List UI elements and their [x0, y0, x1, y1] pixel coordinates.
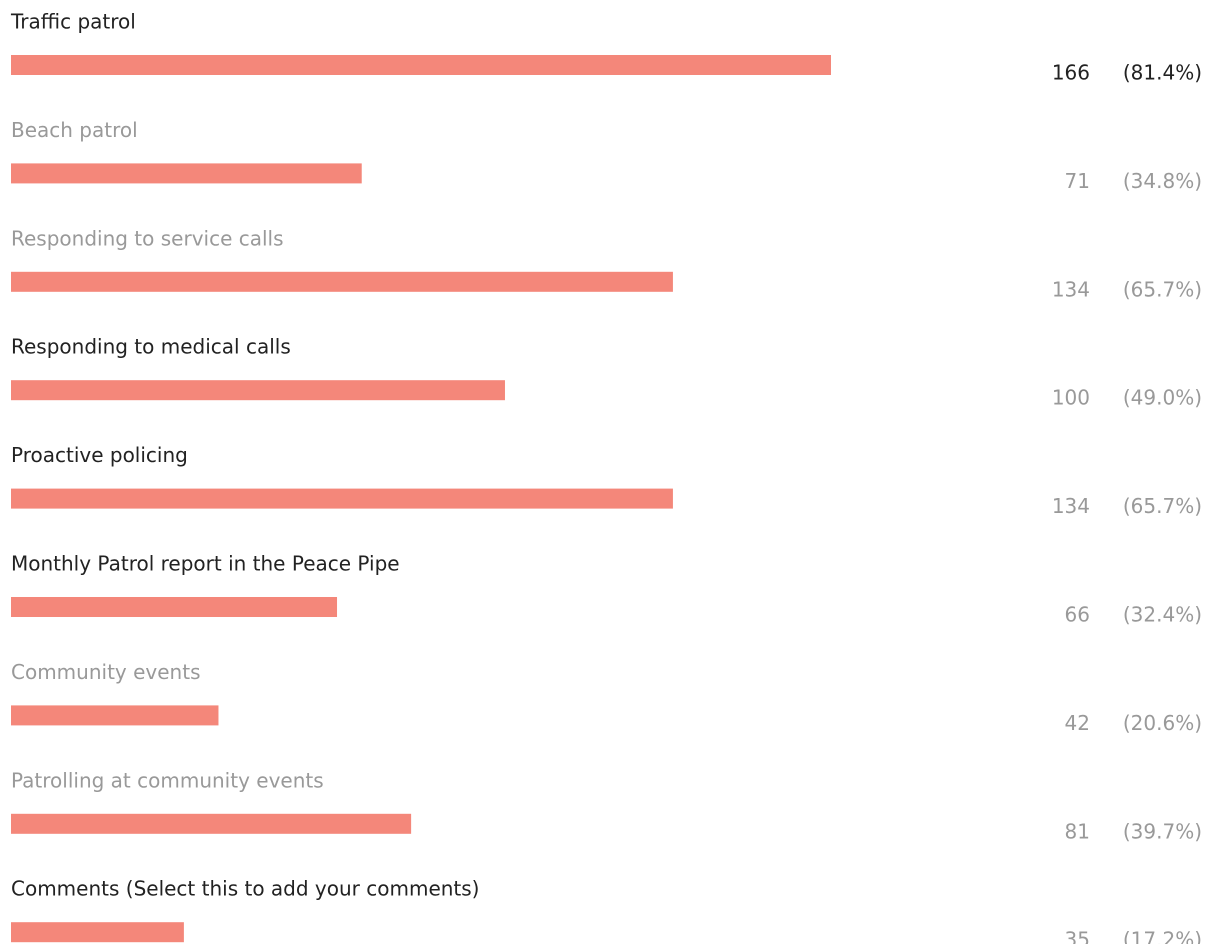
option-label: Monthly Patrol report in the Peace Pipe: [11, 552, 400, 576]
count-label: 35: [1065, 928, 1090, 944]
bar: [11, 705, 219, 726]
count-label: 71: [1065, 169, 1090, 193]
count-label: 100: [1052, 386, 1090, 410]
percent-label: (17.2%): [1123, 928, 1202, 944]
percent-label: (49.0%): [1123, 386, 1202, 410]
percent-label: (65.7%): [1123, 494, 1202, 518]
percent-label: (20.6%): [1123, 711, 1202, 735]
percent-label: (65.7%): [1123, 277, 1202, 301]
bar: [11, 813, 412, 834]
option-label: Traffic patrol: [10, 10, 136, 34]
option-label: Proactive policing: [11, 443, 188, 467]
count-label: 134: [1052, 494, 1090, 518]
count-label: 66: [1065, 603, 1090, 627]
option-label: Beach patrol: [11, 118, 138, 142]
count-label: 81: [1065, 819, 1090, 843]
percent-label: (34.8%): [1123, 169, 1202, 193]
option-label: Responding to service calls: [11, 226, 284, 250]
bar: [11, 271, 673, 292]
percent-label: (81.4%): [1123, 61, 1202, 85]
option-label: Patrolling at community events: [11, 768, 324, 792]
count-label: 42: [1065, 711, 1090, 735]
bar: [11, 488, 673, 509]
bar: [11, 380, 505, 401]
bar: [11, 163, 362, 184]
bar: [11, 55, 831, 75]
count-label: 166: [1052, 61, 1090, 85]
bar: [11, 597, 338, 617]
option-label: Responding to medical calls: [11, 335, 291, 359]
option-label: Community events: [11, 660, 201, 684]
option-label: Comments (Select this to add your commen…: [11, 877, 480, 901]
percent-label: (32.4%): [1123, 603, 1202, 627]
bar: [11, 922, 184, 943]
count-label: 134: [1052, 277, 1090, 301]
percent-label: (39.7%): [1123, 819, 1202, 843]
